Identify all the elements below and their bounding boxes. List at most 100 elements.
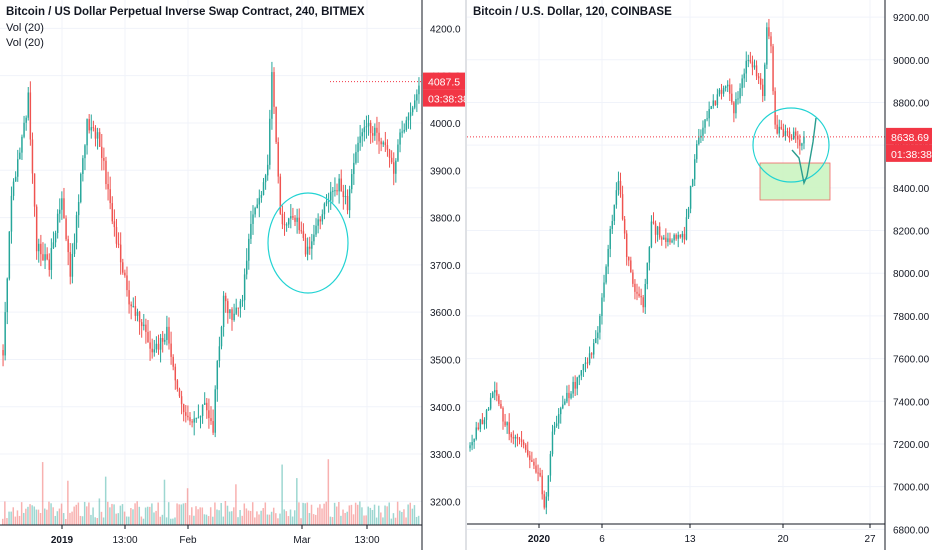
- candle-body: [390, 157, 393, 163]
- volume-bar: [136, 501, 138, 525]
- candle-body: [755, 65, 758, 77]
- candle-body: [189, 417, 191, 422]
- left-chart-svg[interactable]: 4200.04100.04000.03900.03800.03700.03600…: [0, 0, 465, 550]
- candle-body: [296, 217, 298, 222]
- candle-body: [172, 356, 174, 367]
- pane-divider[interactable]: [465, 0, 467, 550]
- candle-body: [770, 36, 772, 47]
- candle-body: [537, 472, 539, 474]
- volume-bar: [161, 514, 164, 525]
- candle-body: [533, 461, 535, 466]
- candle-body: [260, 194, 263, 198]
- candle-body: [361, 132, 363, 137]
- volume-bar: [390, 518, 393, 525]
- candle-body: [208, 410, 210, 419]
- volume-bar: [392, 513, 395, 525]
- candle-body: [510, 434, 512, 438]
- volume-bar: [268, 514, 271, 525]
- volume-bar: [270, 511, 273, 525]
- y-tick-label: 7000.00: [893, 483, 930, 494]
- right-chart-svg[interactable]: 9200.009000.008800.008600.008400.008200.…: [467, 0, 932, 550]
- volume-bar: [2, 518, 4, 525]
- x-tick-label: 13:00: [354, 535, 379, 546]
- candle-body: [504, 421, 506, 426]
- right-chart-pane[interactable]: 9200.009000.008800.008600.008400.008200.…: [467, 0, 932, 550]
- candle-body: [683, 233, 686, 240]
- candle-body: [19, 152, 21, 160]
- candle-body: [56, 213, 59, 233]
- volume-bar: [300, 518, 302, 525]
- candle-body: [590, 353, 593, 355]
- volume-bar: [153, 512, 155, 525]
- volume-bar: [296, 478, 298, 525]
- volume-bar: [140, 516, 143, 525]
- candle-body: [31, 139, 34, 174]
- candle-body: [393, 162, 395, 174]
- candle-body: [2, 350, 4, 356]
- candle-body: [642, 297, 644, 308]
- candle-body: [6, 278, 8, 313]
- candle-body: [582, 364, 585, 371]
- candle-body: [77, 202, 80, 216]
- candle-body: [766, 27, 768, 65]
- candle-body: [613, 204, 616, 222]
- candle-body: [397, 144, 399, 161]
- volume-bar: [48, 501, 50, 525]
- candle-body: [595, 338, 597, 344]
- timer-badge: [423, 89, 465, 107]
- volume-bar: [272, 507, 275, 525]
- y-tick-label: 8800.00: [893, 98, 930, 109]
- candle-body: [792, 131, 795, 140]
- y-tick-label: 7800.00: [893, 312, 930, 323]
- candle-body: [128, 290, 130, 305]
- candle-body: [29, 92, 32, 140]
- volume-bar: [113, 504, 115, 525]
- candle-body: [33, 173, 36, 207]
- left-chart-pane[interactable]: 4200.04100.04000.03900.03800.03700.03600…: [0, 0, 465, 550]
- candle-body: [235, 307, 237, 314]
- candle-body: [4, 312, 6, 356]
- candle-body: [281, 213, 284, 225]
- volume-bar: [249, 510, 252, 525]
- candle-body: [516, 436, 519, 439]
- candle-body: [222, 295, 225, 328]
- candle-body: [557, 414, 560, 424]
- candle-body: [388, 149, 391, 158]
- candle-body: [621, 194, 624, 220]
- candle-body: [502, 407, 504, 422]
- candle-body: [714, 100, 717, 105]
- candle-body: [96, 132, 99, 139]
- candle-body: [795, 131, 797, 136]
- volume-bar: [184, 502, 187, 525]
- candle-body: [743, 73, 745, 79]
- volume-bar: [401, 511, 403, 525]
- candle-body: [399, 132, 401, 145]
- candle-body: [124, 272, 126, 276]
- volume-bar: [243, 503, 246, 525]
- candle-body: [63, 198, 65, 219]
- candle-body: [382, 142, 384, 145]
- candle-body: [338, 178, 340, 192]
- candle-body: [710, 106, 712, 110]
- candle-body: [174, 366, 177, 381]
- volume-bar: [67, 480, 69, 525]
- volume-bar: [375, 517, 378, 525]
- candle-body: [126, 275, 128, 291]
- y-tick-label: 8000.00: [893, 269, 930, 280]
- volume-bar: [81, 516, 84, 525]
- candle-body: [541, 475, 543, 495]
- candle-body: [735, 98, 737, 114]
- volume-bar: [335, 506, 338, 525]
- candle-body: [720, 89, 723, 94]
- candle-body: [275, 106, 277, 143]
- candle-body: [180, 396, 183, 405]
- candle-body: [762, 84, 764, 97]
- candle-body: [206, 402, 208, 411]
- candle-body: [353, 162, 355, 175]
- candle-body: [367, 122, 370, 127]
- volume-bar: [199, 507, 201, 525]
- y-tick-label: 3400.0: [430, 403, 461, 414]
- candle-body: [8, 231, 11, 279]
- candle-body: [10, 195, 13, 232]
- volume-bar: [6, 518, 8, 525]
